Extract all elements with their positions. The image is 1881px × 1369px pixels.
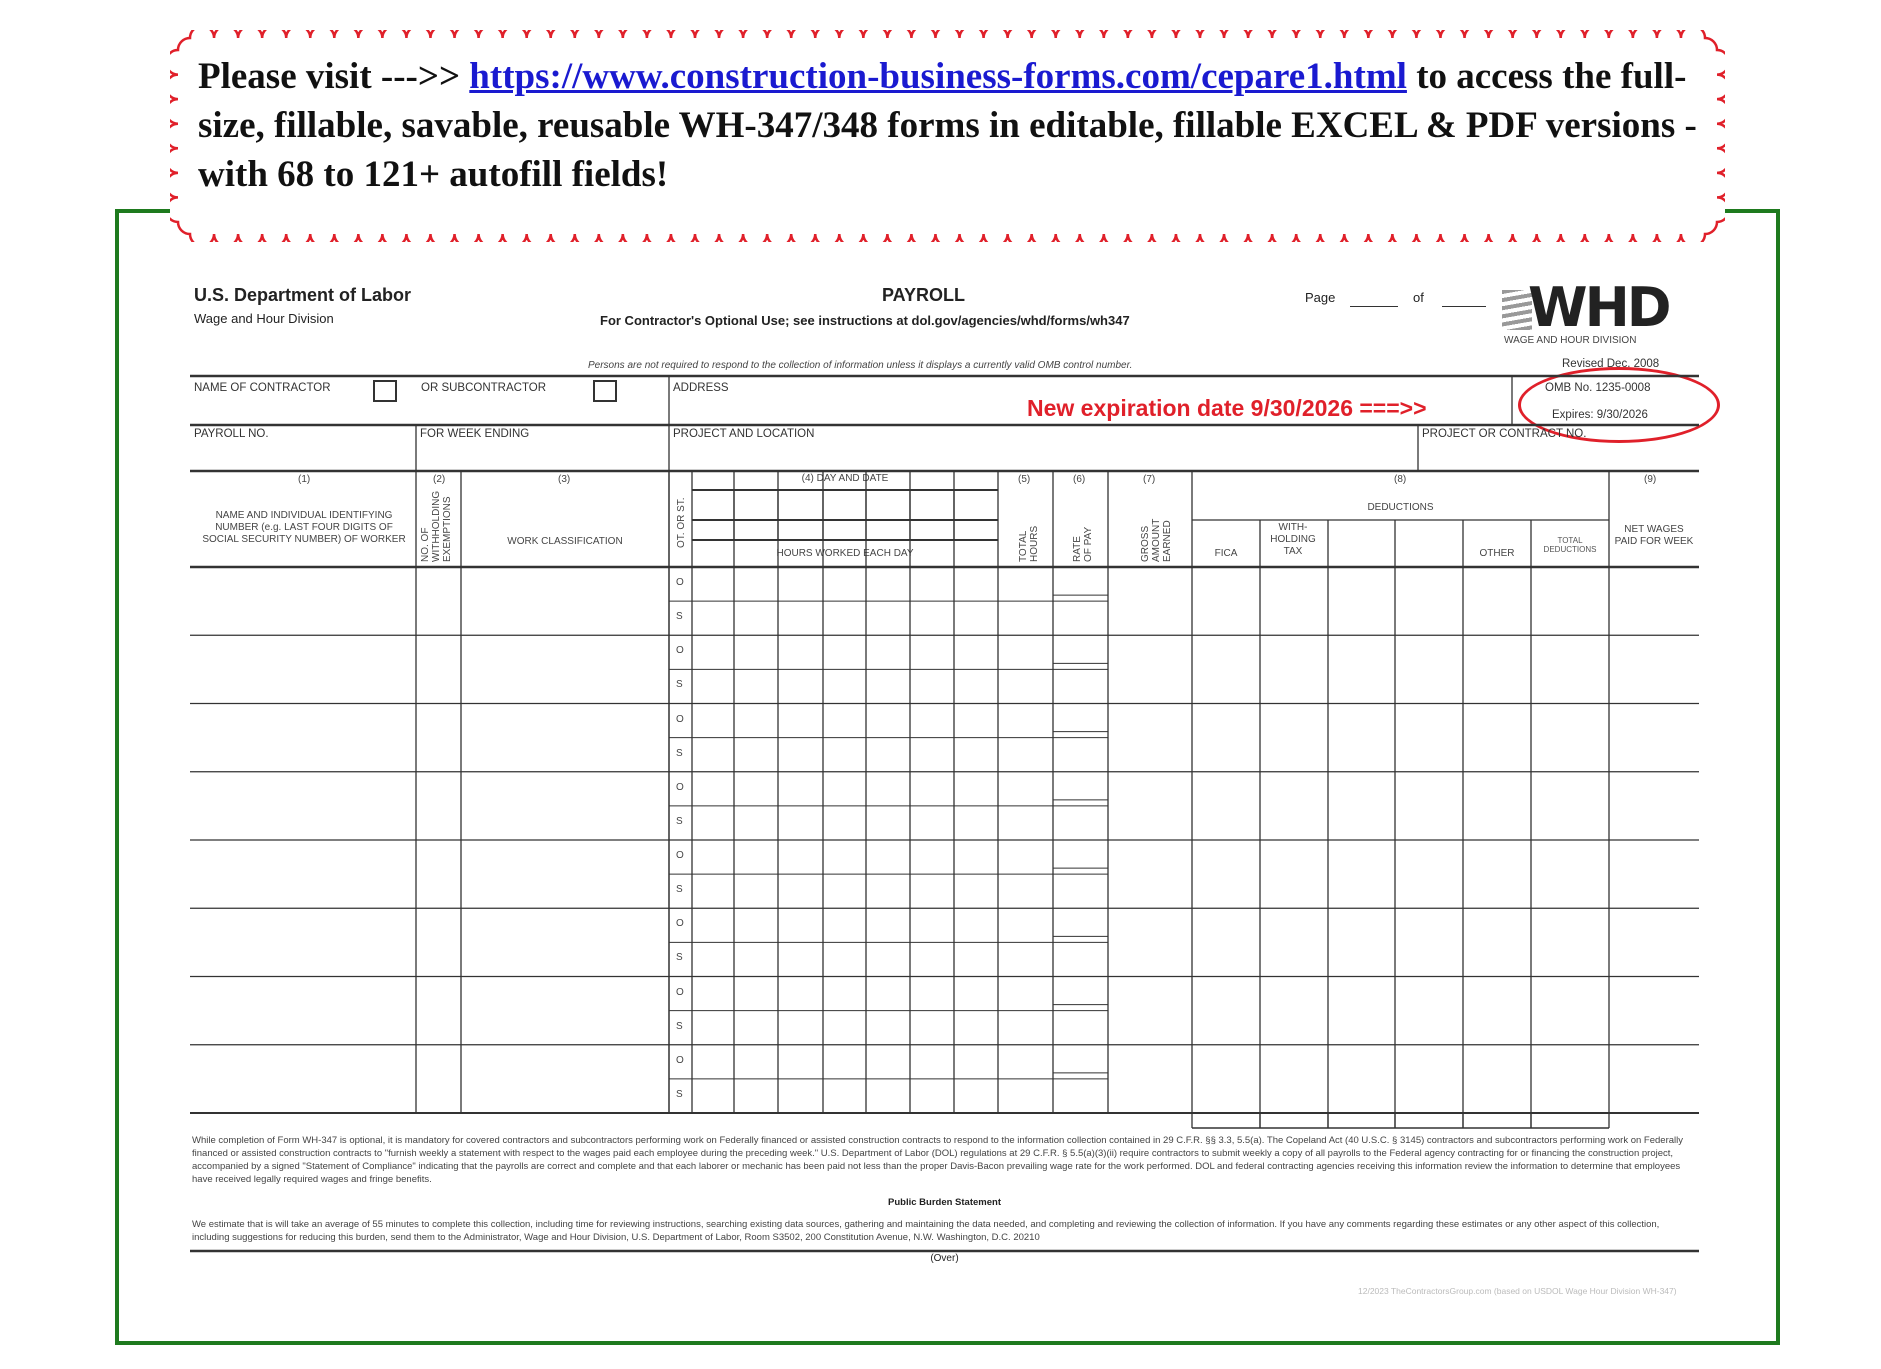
col3-header: WORK CLASSIFICATION: [507, 536, 623, 547]
division-name: Wage and Hour Division: [194, 311, 334, 326]
optional-use-statement: While completion of Form WH-347 is optio…: [192, 1135, 1683, 1185]
page-total-field[interactable]: [1442, 306, 1486, 307]
address-label: ADDRESS: [673, 382, 729, 394]
cloud-border: [170, 30, 1725, 242]
col7-number: (7): [1143, 474, 1156, 485]
contractor-checkbox[interactable]: [373, 380, 397, 402]
row-code-o: O: [676, 918, 684, 930]
withholding-tax-header: WITH-HOLDING TAX: [1270, 522, 1316, 557]
col1-header: NAME AND INDIVIDUAL IDENTIFYING NUMBER (…: [202, 510, 406, 545]
over-label: (Over): [930, 1253, 959, 1264]
col1-number: (1): [298, 474, 311, 485]
hours-worked-header: HOURS WORKED EACH DAY: [776, 548, 914, 559]
new-expiration-note: New expiration date 9/30/2026 ===>>: [1027, 395, 1427, 421]
cloud-callout: [170, 30, 1725, 242]
page-label: Page: [1305, 290, 1336, 305]
row-code-s: S: [676, 952, 683, 964]
payroll-no-label: PAYROLL NO.: [194, 428, 269, 440]
deductions-header: DEDUCTIONS: [1367, 502, 1434, 513]
form-title: PAYROLL: [882, 285, 966, 305]
fica-header: FICA: [1214, 548, 1238, 559]
credit-line: 12/2023 TheContractorsGroup.com (based o…: [1358, 1286, 1677, 1296]
row-code-s: S: [676, 884, 683, 896]
banner-link[interactable]: https://www.construction-business-forms.…: [469, 56, 1407, 97]
row-code-o: O: [676, 713, 684, 725]
col8-number: (8): [1394, 474, 1407, 485]
of-label: of: [1413, 290, 1424, 305]
form-subtitle: For Contractor's Optional Use; see instr…: [600, 313, 1130, 328]
row-code-o: O: [676, 781, 684, 793]
other-header: OTHER: [1479, 548, 1515, 559]
row-code-o: O: [676, 850, 684, 862]
burden-statement: We estimate that is will take an average…: [192, 1219, 1660, 1243]
row-code-s: S: [676, 611, 683, 623]
row-code-o: O: [676, 1054, 684, 1066]
week-ending-label: FOR WEEK ENDING: [420, 428, 530, 440]
project-contract-label: PROJECT OR CONTRACT NO.: [1422, 428, 1587, 440]
col4-header: (4) DAY AND DATE: [801, 473, 889, 484]
burden-title: Public Burden Statement: [888, 1197, 1001, 1208]
total-deductions-header: TOTAL DEDUCTIONS: [1543, 536, 1597, 554]
row-code-s: S: [676, 815, 683, 827]
row-code-o: O: [676, 577, 684, 589]
highlight-circle: [1518, 367, 1720, 443]
col5-number: (5): [1018, 474, 1031, 485]
row-code-s: S: [676, 1088, 683, 1100]
row-code-s: S: [676, 1020, 683, 1032]
row-code-s: S: [676, 747, 683, 759]
flag-stripes-icon: [1502, 290, 1532, 330]
col3-number: (3): [558, 474, 571, 485]
contractor-label: NAME OF CONTRACTOR: [194, 382, 331, 394]
col2-number: (2): [433, 474, 446, 485]
omb-notice: Persons are not required to respond to t…: [588, 360, 1133, 371]
banner-prefix: Please visit --->>: [198, 56, 470, 97]
net-wages-header: NET WAGES PAID FOR WEEK: [1614, 524, 1694, 547]
project-location-label: PROJECT AND LOCATION: [673, 428, 815, 440]
agency-name: U.S. Department of Labor: [194, 285, 412, 305]
row-code-o: O: [676, 645, 684, 657]
logo-caption: WAGE AND HOUR DIVISION: [1504, 335, 1637, 346]
subcontractor-label: OR SUBCONTRACTOR: [421, 382, 547, 394]
subcontractor-checkbox[interactable]: [593, 380, 617, 402]
col9-number: (9): [1644, 474, 1657, 485]
row-code-s: S: [676, 679, 683, 691]
banner-suffix: to access the full-size, fillable, savab…: [198, 56, 1697, 195]
row-code-o: O: [676, 986, 684, 998]
col6-number: (6): [1073, 474, 1086, 485]
promo-banner: Please visit --->> https://www.construct…: [198, 52, 1698, 199]
whd-logo: WHD: [1528, 276, 1672, 339]
page-number-field[interactable]: [1350, 306, 1398, 307]
